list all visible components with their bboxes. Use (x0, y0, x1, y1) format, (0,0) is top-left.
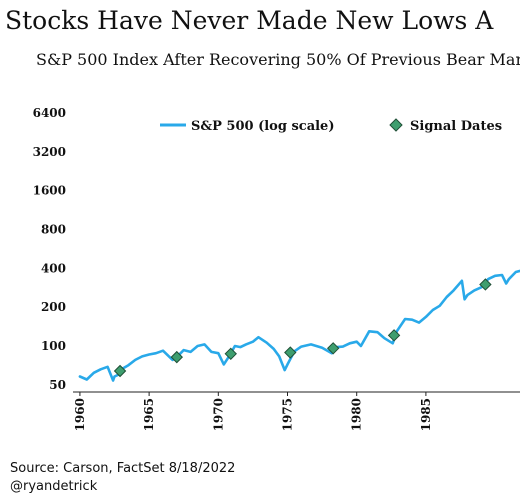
legend-label-signal-dates: Signal Dates (410, 119, 502, 134)
y-tick-label: 3200 (33, 145, 66, 159)
x-tick-label: 1965 (142, 398, 156, 431)
y-tick-label: 6400 (33, 106, 66, 120)
legend: S&P 500 (log scale) Signal Dates (160, 118, 502, 134)
signal-date-marker (170, 350, 184, 364)
x-tick-label: 1960 (73, 398, 87, 431)
source-note: Source: Carson, FactSet 8/18/2022 (10, 461, 236, 476)
x-axis: 1960 1965 1970 1975 1980 1985 (73, 391, 520, 431)
signal-date-marker (224, 347, 237, 361)
y-tick-label: 800 (41, 223, 66, 237)
y-tick-label: 400 (41, 261, 66, 275)
x-tick-label: 1970 (211, 398, 225, 431)
signal-date-marker (326, 342, 340, 355)
signal-date-marker (284, 346, 297, 359)
legend-label-sp500: S&P 500 (log scale) (191, 119, 334, 134)
legend-diamond-swatch (389, 118, 403, 132)
signal-date-marker (113, 364, 127, 378)
chart-title: Stocks Have Never Made New Lows A (5, 6, 494, 35)
sp500-line (78, 269, 520, 382)
signal-date-marker (387, 329, 401, 342)
chart-subtitle: S&P 500 Index After Recovering 50% Of Pr… (36, 50, 520, 69)
y-axis: 50 100 200 400 800 1600 3200 6400 (33, 106, 66, 392)
x-tick-label: 1985 (419, 398, 433, 431)
x-tick-label: 1980 (350, 398, 364, 431)
y-tick-label: 50 (49, 378, 66, 392)
y-tick-label: 1600 (33, 184, 66, 198)
y-tick-label: 100 (41, 339, 66, 353)
author-handle: @ryandetrick (10, 479, 98, 494)
y-tick-label: 200 (41, 300, 66, 314)
x-tick-label: 1975 (281, 398, 295, 431)
plot-area (78, 269, 520, 382)
signal-date-marker (479, 278, 492, 291)
